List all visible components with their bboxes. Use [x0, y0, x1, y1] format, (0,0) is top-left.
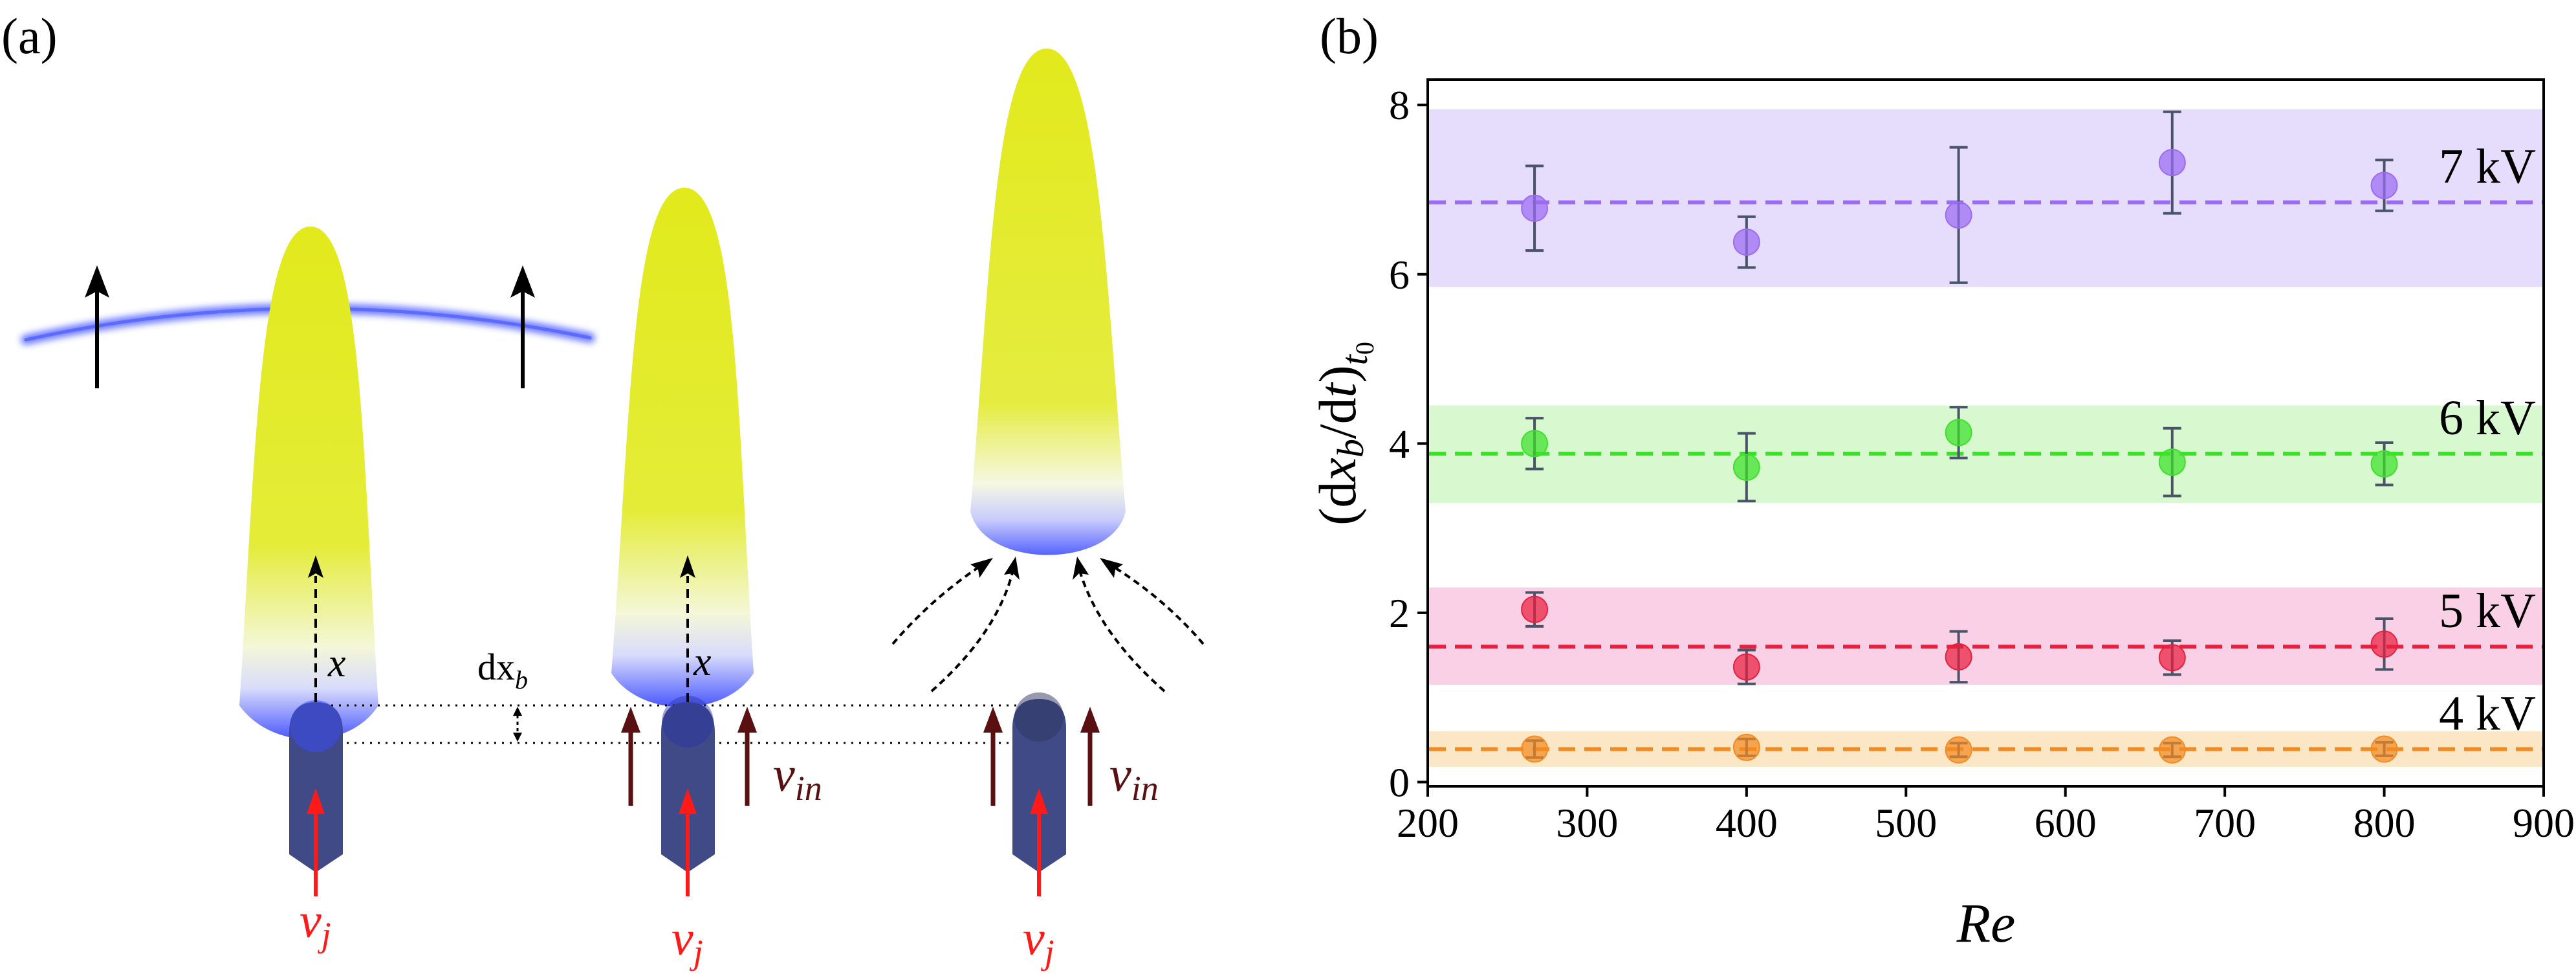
- data-point: [2158, 149, 2186, 177]
- x-tick-label: 500: [1875, 800, 1937, 846]
- v-j-label-1: vj: [300, 894, 331, 954]
- series-label-3: 4 kV: [2439, 686, 2536, 740]
- x-label-1: x: [327, 641, 346, 685]
- data-point: [1945, 201, 1972, 229]
- plume-3: [970, 49, 1126, 555]
- x-tick-label: 900: [2513, 800, 2575, 846]
- chart-bands: [1429, 109, 2542, 767]
- front-arrow-right: [510, 265, 535, 388]
- series-label-1: 6 kV: [2439, 391, 2536, 445]
- data-point: [1732, 453, 1760, 481]
- panel-b-label: (b): [1320, 8, 1379, 64]
- y-ticks: 0 2 4 6 8: [1389, 82, 1428, 805]
- plume-2: [611, 188, 754, 707]
- plot-frame: [1426, 78, 2545, 788]
- front-arrow-left: [85, 265, 109, 388]
- data-point: [1732, 228, 1760, 256]
- y-tick-label: 4: [1389, 421, 1410, 467]
- x-label-2: x: [693, 640, 712, 684]
- inflow-curve-heads: [970, 557, 1123, 580]
- x-axis-arrow-1: [308, 555, 323, 702]
- v-j-label-2: vj: [671, 911, 703, 971]
- data-point: [2370, 630, 2398, 658]
- x-tick-label: 700: [2194, 800, 2256, 846]
- chart-mean-lines: [1429, 200, 2542, 751]
- panel-a-label: (a): [1, 8, 58, 64]
- plume-1: [239, 227, 378, 740]
- data-point: [1945, 736, 1972, 764]
- series-label-2: 5 kV: [2439, 584, 2536, 638]
- panel-b: (b) 7 kV 6 kV 5 kV 4 kV 200 300 400 500 600 700 8…: [1308, 8, 2575, 954]
- svg-text:(dxb/dt)t0: (dxb/dt)t0: [1308, 342, 1379, 526]
- data-point: [2158, 448, 2186, 476]
- x-tick-label: 300: [1556, 800, 1618, 846]
- v-j-label-3: vj: [1023, 911, 1054, 971]
- chart-series-labels: 7 kV 6 kV 5 kV 4 kV: [2439, 140, 2536, 741]
- x-tick-label: 800: [2353, 800, 2416, 846]
- x-tick-label: 600: [2035, 800, 2097, 846]
- v-in-label-1: vin: [773, 747, 822, 808]
- y-tick-label: 8: [1389, 82, 1410, 128]
- y-tick-label: 0: [1389, 759, 1410, 805]
- x-axis-label: Re: [1956, 892, 2016, 954]
- panel-a: (a): [1, 8, 1205, 971]
- nozzle-1: [289, 700, 343, 872]
- data-point: [1732, 653, 1760, 681]
- data-point: [1521, 194, 1549, 222]
- v-in-label-2: vin: [1109, 747, 1159, 808]
- x-tick-label: 400: [1716, 800, 1778, 846]
- data-point: [2370, 450, 2398, 478]
- dxb-label: dxb: [477, 646, 528, 694]
- data-point: [2370, 735, 2398, 763]
- dxb-double-arrow: [513, 707, 522, 742]
- x-ticks: 200 300 400 500 600 700 800 900: [1397, 786, 2575, 846]
- x-axis-arrow-2: [680, 555, 695, 702]
- data-point: [1945, 643, 1972, 670]
- y-tick-label: 6: [1389, 252, 1410, 298]
- band-0: [1429, 109, 2542, 287]
- x-tick-label: 200: [1397, 800, 1459, 846]
- inflow-curves: [891, 565, 1205, 692]
- data-point: [2158, 644, 2186, 672]
- nozzle-2: [661, 696, 715, 872]
- nozzle-3: [1012, 692, 1066, 872]
- chart-points: [1521, 149, 2398, 764]
- band-2: [1429, 587, 2542, 685]
- v-in-arrows: [621, 707, 1100, 806]
- data-point: [1521, 735, 1549, 763]
- data-point: [2370, 172, 2398, 199]
- y-tick-label: 2: [1389, 590, 1410, 636]
- v-j-arrows: [307, 788, 1048, 896]
- data-point: [1521, 430, 1549, 458]
- y-axis-label: (dxb/dt)t0: [1308, 342, 1379, 526]
- data-point: [1521, 595, 1549, 623]
- data-point: [2158, 736, 2186, 764]
- data-point: [1945, 419, 1972, 447]
- series-label-0: 7 kV: [2439, 140, 2536, 194]
- data-point: [1732, 733, 1760, 761]
